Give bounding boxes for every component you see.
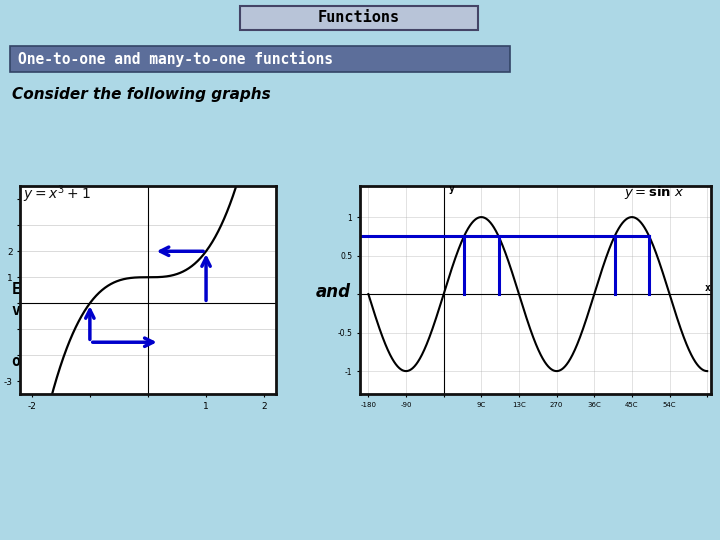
Text: values map to: values map to xyxy=(480,333,602,348)
Text: X.: X. xyxy=(71,354,88,369)
Text: Each value of: Each value of xyxy=(375,282,498,297)
Text: Each value of: Each value of xyxy=(12,282,135,297)
Text: maps to only one: maps to only one xyxy=(109,282,258,297)
Text: . . .: . . . xyxy=(441,303,493,318)
Text: . . .: . . . xyxy=(78,303,130,318)
Text: and each: and each xyxy=(12,333,99,348)
Text: y: y xyxy=(449,185,454,194)
Text: X: X xyxy=(472,333,482,348)
Text: X: X xyxy=(466,282,475,297)
Text: value of: value of xyxy=(375,303,454,318)
Text: BUT many other: BUT many other xyxy=(375,333,506,348)
Text: that: that xyxy=(375,354,419,369)
Text: X: X xyxy=(103,282,112,297)
Text: and: and xyxy=(316,282,351,301)
Text: y.: y. xyxy=(408,354,428,372)
Text: only one: only one xyxy=(12,354,91,369)
Text: y: y xyxy=(71,303,81,321)
Text: x: x xyxy=(705,283,711,293)
Text: $y = x^3 + 1$: $y = x^3 + 1$ xyxy=(23,184,91,205)
Text: y: y xyxy=(433,303,444,321)
Bar xyxy=(240,6,478,30)
Text: One-to-one and many-to-one functions: One-to-one and many-to-one functions xyxy=(18,51,333,67)
Bar xyxy=(10,46,510,72)
Text: Consider the following graphs: Consider the following graphs xyxy=(12,87,271,102)
Text: $y = \mathbf{sin}\ x$: $y = \mathbf{sin}\ x$ xyxy=(624,184,684,200)
Text: is mapped from: is mapped from xyxy=(84,333,216,349)
Text: maps to only one: maps to only one xyxy=(472,282,621,297)
Text: value of: value of xyxy=(12,303,91,318)
Text: y: y xyxy=(77,333,87,351)
Text: Functions: Functions xyxy=(318,10,400,25)
